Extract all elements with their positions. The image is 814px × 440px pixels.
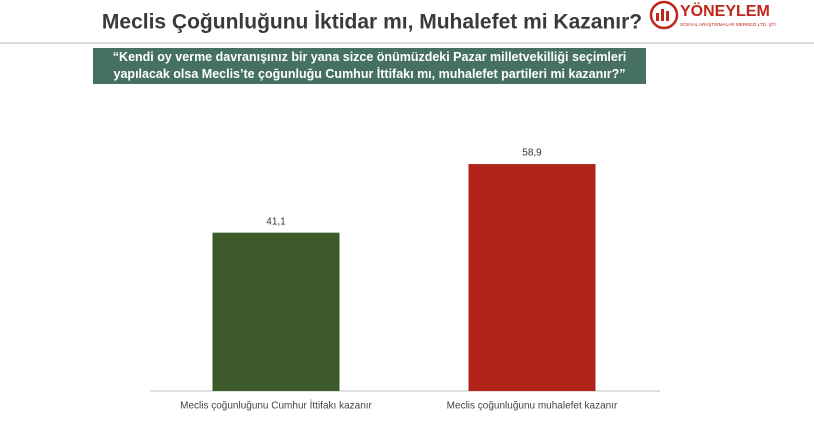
- value-label: 41,1: [266, 216, 286, 227]
- logo-icon: [649, 0, 679, 30]
- x-tick-label: Meclis çoğunluğunu muhalefet kazanır: [447, 401, 618, 412]
- chart-title: Meclis Çoğunluğunu İktidar mı, Muhalefet…: [102, 11, 642, 34]
- logo-name: YÖNEYLEM: [680, 1, 770, 20]
- bar: [212, 232, 340, 391]
- value-label: 58,9: [522, 148, 542, 159]
- logo-tagline: SOSYAL ARAŞTIRMALAR MERKEZİ LTD. ŞTİ.: [680, 21, 777, 27]
- bar: [468, 164, 596, 391]
- x-tick-label: Meclis çoğunluğunu Cumhur İttifakı kazan…: [180, 399, 372, 412]
- subtitle: “Kendi oy verme davranışınız bir yana si…: [93, 48, 646, 84]
